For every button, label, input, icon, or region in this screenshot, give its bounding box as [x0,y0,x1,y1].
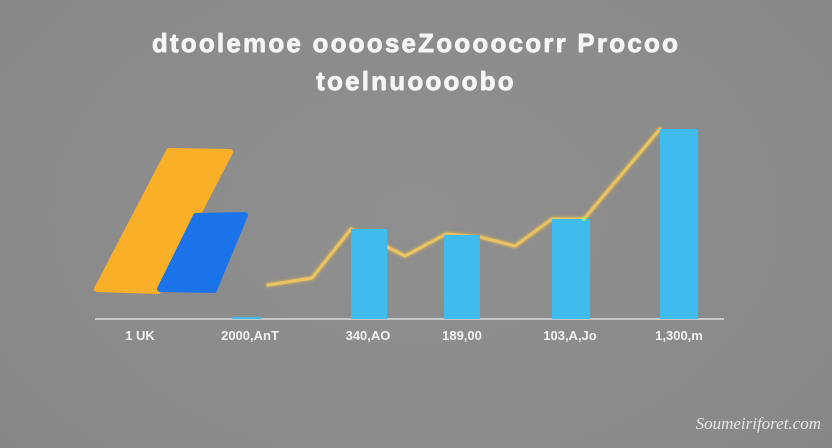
svg-text:103,A,Jo: 103,A,Jo [543,328,597,343]
svg-text:1 UK: 1 UK [125,328,155,343]
svg-text:2000,AnT: 2000,AnT [221,328,279,343]
svg-text:1,300,m: 1,300,m [655,328,703,343]
svg-text:189,00: 189,00 [442,328,482,343]
svg-text:340,AO: 340,AO [346,328,391,343]
